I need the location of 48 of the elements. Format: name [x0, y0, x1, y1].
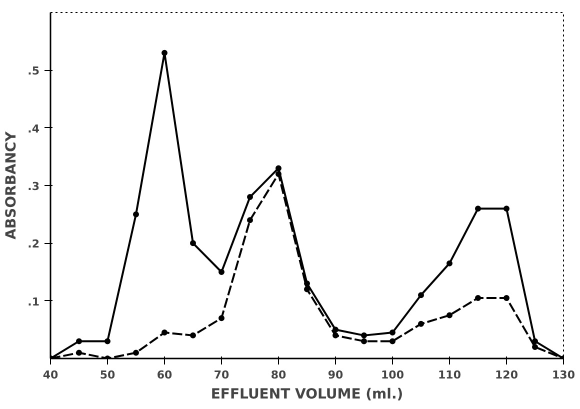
- y-tick-label: .2: [28, 238, 40, 251]
- y-tick-label: .1: [28, 295, 40, 308]
- point: [190, 240, 196, 246]
- y-axis-title: ABSORBANCY: [4, 130, 20, 240]
- point: [418, 292, 424, 298]
- point: [76, 338, 82, 344]
- point: [532, 344, 538, 350]
- point: [247, 217, 253, 224]
- point: [504, 294, 510, 301]
- x-tick-label: 40: [42, 368, 58, 382]
- point: [361, 338, 367, 344]
- y-tick-label: .3: [28, 180, 40, 193]
- x-tick-label: 130: [552, 368, 576, 382]
- point: [475, 206, 481, 212]
- point: [76, 350, 82, 356]
- y-tick-label: .5: [28, 64, 40, 78]
- point: [218, 315, 224, 322]
- point: [390, 330, 396, 336]
- x-tick-label: 60: [156, 368, 172, 382]
- point: [190, 332, 196, 338]
- point: [475, 294, 481, 301]
- x-tick-label: 70: [214, 368, 230, 382]
- point: [361, 332, 367, 338]
- point: [276, 165, 282, 172]
- point: [133, 211, 139, 218]
- point: [390, 338, 396, 344]
- x-tick-label: 90: [328, 368, 344, 382]
- point: [162, 50, 168, 56]
- point: [162, 330, 168, 336]
- x-tick-label: 120: [495, 368, 518, 382]
- point: [304, 286, 310, 292]
- point: [247, 194, 253, 200]
- x-tick-label: 110: [438, 368, 462, 382]
- point: [332, 332, 338, 338]
- point: [276, 170, 282, 177]
- x-tick-label: 50: [100, 368, 116, 382]
- point: [504, 206, 510, 212]
- x-axis-title: EFFLUENT VOLUME (ml.): [210, 386, 404, 402]
- point: [332, 326, 338, 333]
- x-tick-label: 80: [270, 368, 286, 382]
- point: [446, 312, 452, 318]
- point: [104, 338, 110, 344]
- x-tick-label: 100: [381, 368, 404, 382]
- point: [218, 269, 224, 275]
- point: [133, 350, 139, 356]
- point: [446, 260, 452, 266]
- point: [418, 320, 424, 327]
- y-tick-label: .4: [28, 122, 40, 136]
